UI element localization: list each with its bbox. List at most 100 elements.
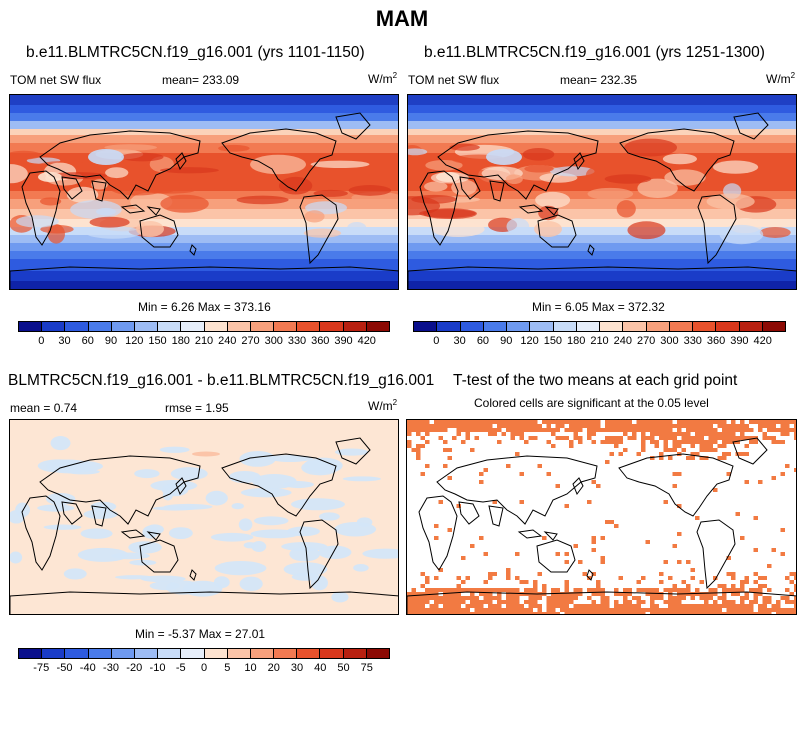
colorbar-tick-label: 0 [200,662,208,674]
colorbar-tick-label: 20 [267,662,280,674]
panel2-colorbar [413,321,786,332]
colorbar-swatch [274,322,298,331]
panel1-variable-label: TOM net SW flux [10,73,102,87]
panel3-min-max: Min = -5.37 Max = 27.01 [135,627,266,641]
colorbar-tick-label: 420 [753,335,772,347]
colorbar-swatch [204,322,228,331]
colorbar-tick-label: 180 [171,335,190,347]
panel2-mean-label: mean= 232.35 [560,73,638,87]
colorbar-tick-label: 300 [660,335,679,347]
colorbar-swatch [19,322,43,331]
colorbar-swatch [65,649,89,658]
colorbar-tick-label: -10 [149,662,166,674]
colorbar-tick-label: 60 [476,335,490,347]
colorbar-swatch [483,322,507,331]
panel1-colorbar-ticks: 0 30 60 90 120 150 180 210 240 270 300 330 360 390 420 [18,335,390,349]
colorbar-tick-label: -20 [126,662,143,674]
colorbar-swatch [88,649,112,658]
panel2-min-max: Min = 6.05 Max = 372.32 [532,300,665,314]
colorbar-tick-label: -5 [175,662,186,674]
colorbar-tick-label: 0 [433,335,440,347]
panel3-colorbar-ticks: -75 -50 -40 -30 -20 -10 -5 0 5 10 20 30 40 50 75 [18,662,390,676]
colorbar-tick-label: 240 [218,335,237,347]
colorbar-tick-label: 390 [334,335,353,347]
panel2-map [407,94,797,290]
colorbar-tick-label: 180 [567,335,586,347]
colorbar-swatch [250,649,275,658]
colorbar-swatch [320,649,344,658]
colorbar-swatch [88,322,112,331]
colorbar-swatch [530,322,554,331]
colorbar-tick-label: 5 [224,662,231,674]
colorbar-tick-label: 150 [543,335,563,347]
colorbar-swatch [111,322,135,331]
panel4-subtitle: Colored cells are significant at the 0.0… [474,396,709,410]
colorbar-tick-label: 210 [590,335,609,347]
panel1-min-max: Min = 6.26 Max = 373.16 [138,300,271,314]
colorbar-tick-label: 330 [683,335,702,347]
colorbar-swatch [437,322,461,331]
colorbar-tick-label: 90 [104,335,118,347]
colorbar-tick-label: 270 [241,335,260,347]
panel3-colorbar [18,648,390,659]
colorbar-tick-label: 10 [244,662,257,674]
panel3-map [9,419,399,615]
colorbar-swatch [204,649,228,658]
panel3-title: BLMTRC5CN.f19_g16.001 - b.e11.BLMTRC5CN.… [8,372,435,389]
panel2-colorbar-ticks: 0 30 60 90 120 150 180 210 240 270 300 330 360 390 420 [413,335,786,349]
colorbar-tick-label: 330 [287,335,307,347]
colorbar-swatch [65,322,89,331]
colorbar-swatch [576,322,600,331]
panel2-variable-label: TOM net SW flux [408,73,500,87]
panel1-map [9,94,399,290]
colorbar-tick-label: 60 [81,335,94,347]
panel3-mean-label: mean = 0.74 [10,401,78,415]
panel4-title: T-test of the two means at each grid poi… [453,372,738,389]
colorbar-swatch [343,649,367,658]
panel3-map-svg [10,420,398,614]
colorbar-tick-label: -50 [56,662,73,674]
colorbar-tick-label: -30 [103,662,119,674]
colorbar-swatch [343,322,367,331]
colorbar-swatch [366,649,389,658]
colorbar-swatch [366,322,389,331]
colorbar-tick-label: 75 [360,662,373,674]
colorbar-swatch [181,649,205,658]
colorbar-swatch [762,322,785,331]
colorbar-tick-label: -40 [79,662,96,674]
coastlines [407,437,796,614]
panel2-title: b.e11.BLMTRC5CN.f19_g16.001 (yrs 1251-13… [424,44,765,61]
colorbar-swatch [669,322,693,331]
colorbar-swatch [42,322,66,331]
panel1-units: W/m2 [368,71,398,86]
colorbar-swatch [716,322,740,331]
colorbar-tick-label: 420 [357,335,376,347]
colorbar-tick-label: 270 [636,335,656,347]
colorbar-swatch [134,649,159,658]
colorbar-swatch [414,322,438,331]
colorbar-tick-label: 360 [311,335,330,347]
coastlines [10,437,398,614]
panel3-rmse-label: rmse = 1.95 [165,401,229,415]
colorbar-swatch [623,322,647,331]
panel1-mean-label: mean= 233.09 [162,73,240,87]
colorbar-swatch [158,322,182,331]
colorbar-swatch [507,322,531,331]
colorbar-swatch [600,322,624,331]
colorbar-tick-label: 150 [148,335,167,347]
colorbar-tick-label: 90 [500,335,513,347]
colorbar-tick-label: 30 [453,335,466,347]
colorbar-swatch [250,322,275,331]
colorbar-tick-label: 300 [264,335,283,347]
coastlines [10,112,398,289]
colorbar-swatch [19,649,43,658]
colorbar-swatch [227,322,251,331]
colorbar-swatch [553,322,577,331]
colorbar-tick-label: 30 [290,662,304,674]
colorbar-swatch [693,322,717,331]
colorbar-tick-label: 120 [125,335,144,347]
colorbar-swatch [320,322,344,331]
colorbar-swatch [646,322,670,331]
colorbar-tick-label: 120 [520,335,539,347]
panel1-colorbar [18,321,390,332]
